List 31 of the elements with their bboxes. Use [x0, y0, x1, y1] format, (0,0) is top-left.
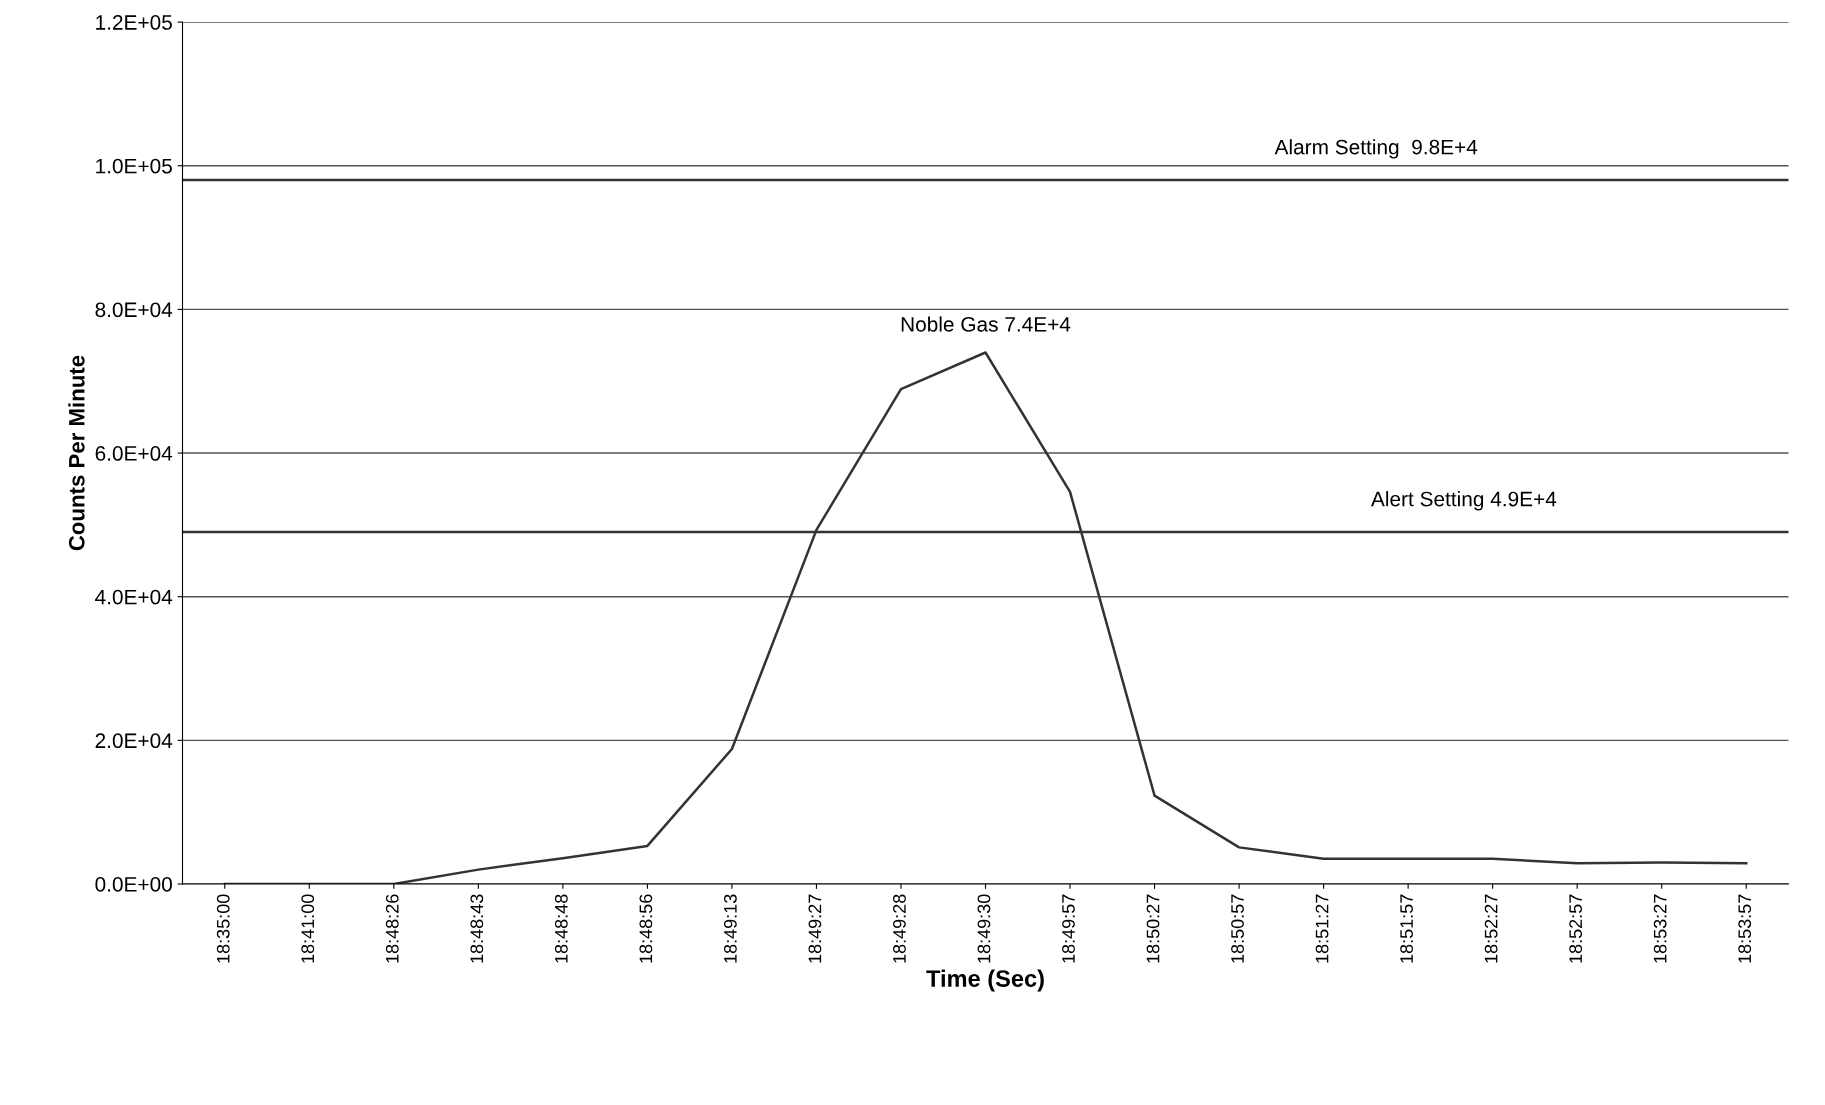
x-tick-label: 18:48:48: [554, 894, 568, 963]
x-tick-label: 18:53:57: [1738, 894, 1752, 963]
x-tick-label: 18:48:26: [385, 894, 399, 963]
x-tick-label: 18:48:43: [470, 894, 484, 963]
ref-line-label: Alarm Setting 9.8E+4: [1274, 139, 1478, 159]
y-tick-label: 1.2E+05: [96, 15, 172, 30]
x-tick-label: 18:52:57: [1569, 894, 1583, 963]
x-tick-label: 18:50:27: [1146, 894, 1160, 963]
x-axis-title: Time (Sec): [926, 969, 1044, 992]
x-tick-label: 18:49:57: [1062, 894, 1075, 963]
y-tick-label: 4.0E+04: [95, 589, 173, 605]
x-tick-label: 18:52:27: [1484, 894, 1498, 963]
x-tick-label: 18:48:56: [639, 894, 653, 963]
y-tick-label: 8.0E+04: [95, 302, 173, 318]
y-tick-label: 1.0E+05: [96, 158, 172, 174]
x-tick-label: 18:53:27: [1653, 894, 1667, 963]
x-tick-label: 18:49:13: [723, 894, 737, 963]
x-tick-label: 18:49:27: [808, 894, 822, 963]
y-tick-label: 2.0E+04: [95, 733, 173, 749]
x-tick-label: 18:49:30: [977, 894, 991, 963]
y-axis-title: Counts Per Minute: [68, 355, 85, 551]
x-tick-label: 18:41:00: [301, 894, 315, 963]
x-tick-label: 18:50:57: [1231, 894, 1244, 963]
x-tick-label: 18:35:00: [216, 894, 230, 963]
ref-line-label: Alert Setting 4.9E+4: [1370, 491, 1557, 511]
x-tick-label: 18:49:28: [893, 894, 906, 963]
y-tick-label: 0.0E+00: [95, 877, 172, 892]
annotation: Noble Gas 7.4E+4: [901, 316, 1071, 332]
x-tick-label: 18:51:57: [1400, 894, 1413, 963]
x-tick-label: 18:51:27: [1315, 894, 1329, 963]
y-tick-label: 6.0E+04: [95, 446, 173, 461]
